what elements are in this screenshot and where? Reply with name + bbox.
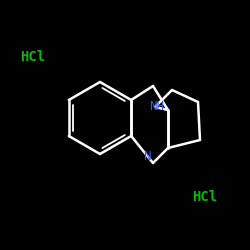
Text: NH: NH [150, 100, 164, 112]
Text: HCl: HCl [192, 190, 217, 204]
Text: HCl: HCl [20, 50, 45, 64]
Text: N: N [143, 150, 151, 164]
